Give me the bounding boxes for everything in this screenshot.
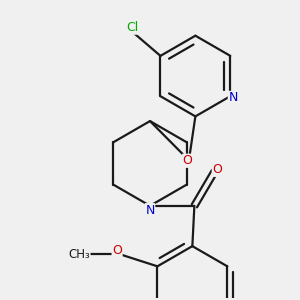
Text: N: N — [145, 204, 155, 217]
Text: CH₃: CH₃ — [68, 248, 90, 261]
Text: Cl: Cl — [126, 21, 138, 34]
Text: O: O — [112, 244, 122, 257]
Text: O: O — [183, 154, 193, 167]
Text: O: O — [212, 163, 222, 176]
Text: N: N — [228, 92, 238, 104]
